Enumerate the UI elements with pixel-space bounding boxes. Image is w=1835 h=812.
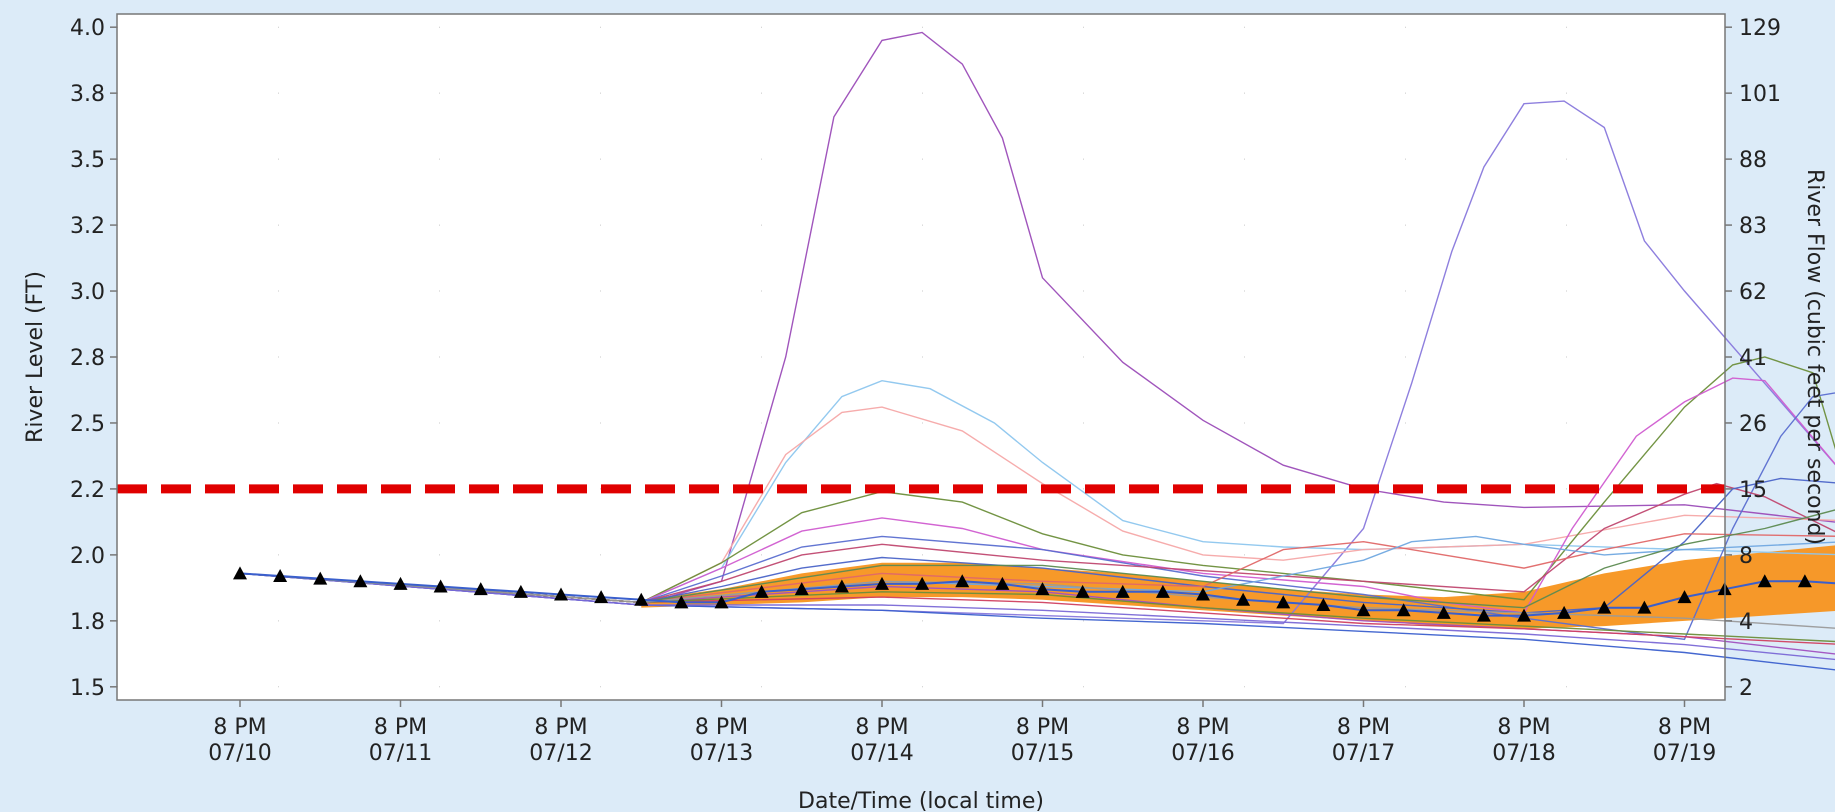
median-marker (473, 582, 488, 596)
median-marker (1316, 598, 1331, 612)
median-marker (353, 574, 368, 588)
median-marker (1797, 574, 1812, 588)
x-tick-label-date: 07/14 (850, 741, 913, 766)
x-tick-label-time: 8 PM (534, 715, 587, 740)
ensemble-line-6 (239, 377, 1835, 614)
y2-tick-label: 62 (1739, 280, 1767, 305)
median-marker (915, 576, 930, 590)
median-marker (1517, 608, 1531, 622)
y2-tick-label: 4 (1739, 610, 1753, 635)
ensemble-line-5 (239, 356, 1835, 604)
x-tick-label-date: 07/10 (208, 741, 271, 766)
y-axis-title: River Level (FT) (23, 271, 48, 443)
median-marker (513, 584, 528, 598)
y2-tick-label: 15 (1739, 478, 1767, 503)
median-marker (634, 592, 649, 606)
y-tick-label: 1.5 (70, 676, 105, 701)
median-marker (1677, 590, 1692, 604)
y-tick-label: 4.0 (70, 16, 105, 41)
median-marker (313, 571, 328, 585)
x-tick-label-time: 8 PM (1658, 715, 1711, 740)
right-axis: 2 4 8 15 26 41 62 83 88 101 129 (1725, 16, 1781, 701)
y2-tick-label: 8 (1739, 544, 1753, 569)
x-tick-label-time: 8 PM (213, 715, 266, 740)
median-marker (754, 584, 769, 598)
median-marker (875, 576, 889, 590)
median-marker (1396, 603, 1411, 617)
y-tick-label: 3.0 (70, 280, 105, 305)
x-tick-label-date: 07/19 (1653, 741, 1716, 766)
ensemble-line-7 (239, 392, 1835, 641)
x-tick-label-date: 07/13 (690, 741, 753, 766)
x-tick-label-date: 07/11 (369, 741, 432, 766)
likely-range-band-layer (641, 545, 1835, 629)
median-marker (1155, 584, 1170, 598)
median-marker (1476, 608, 1491, 622)
median-marker (433, 579, 448, 593)
median-marker (1637, 600, 1652, 614)
median-marker (794, 582, 809, 596)
median-marker (1115, 584, 1130, 598)
median-marker (674, 595, 689, 609)
x-tick-label-time: 8 PM (1337, 715, 1390, 740)
y2-tick-label: 83 (1739, 214, 1767, 239)
median-marker (554, 587, 568, 601)
median-marker (1075, 584, 1090, 598)
median-marker (1276, 595, 1291, 609)
median-marker (714, 595, 729, 609)
median-marker (1356, 603, 1371, 617)
median-marker (1757, 574, 1772, 588)
y2-tick-label: 41 (1739, 346, 1767, 371)
y-tick-label: 1.8 (70, 610, 105, 635)
median-marker (594, 590, 609, 604)
y-tick-label: 3.5 (70, 148, 105, 173)
y-tick-label: 2.8 (70, 346, 105, 371)
ensemble-line-2 (239, 100, 1835, 625)
y2-axis-title: River Flow (cubic feet per second) (1802, 169, 1827, 545)
x-tick-label-time: 8 PM (374, 715, 427, 740)
ensemble-lines-layer (239, 31, 1835, 671)
left-axis: 1.5 1.8 2.0 2.2 2.5 2.8 3.0 3.2 3.5 3.8 4.0 (70, 16, 117, 701)
x-tick-label-date: 07/17 (1332, 741, 1395, 766)
likely-range-band (641, 545, 1835, 629)
median-marker (233, 566, 247, 580)
ensemble-line-4 (239, 406, 1835, 604)
median-marker (273, 568, 288, 582)
ensemble-line-10 (239, 533, 1835, 604)
x-tick-label-time: 8 PM (1497, 715, 1550, 740)
x-tick-label-time: 8 PM (695, 715, 748, 740)
x-tick-label-date: 07/16 (1171, 741, 1234, 766)
x-tick-label-time: 8 PM (855, 715, 908, 740)
y-tick-label: 2.2 (70, 478, 105, 503)
y2-tick-label: 101 (1739, 82, 1781, 107)
x-tick-label-date: 07/18 (1492, 741, 1555, 766)
ensemble-line-1 (239, 31, 1835, 606)
y-tick-label: 2.5 (70, 412, 105, 437)
x-tick-label-time: 8 PM (1016, 715, 1069, 740)
y2-tick-label: 26 (1739, 412, 1767, 437)
x-tick-label-time: 8 PM (1176, 715, 1229, 740)
median-marker (834, 579, 849, 593)
y2-tick-label: 129 (1739, 16, 1781, 41)
x-tick-label-date: 07/12 (529, 741, 592, 766)
x-tick-label-date: 07/15 (1011, 741, 1074, 766)
x-axis-title: Date/Time (local time) (798, 789, 1044, 812)
median-marker (1236, 592, 1251, 606)
median-marker (393, 576, 408, 590)
median-marker (1436, 605, 1451, 619)
median-marker (955, 574, 970, 588)
median-marker (1597, 600, 1612, 614)
ensemble-line-12 (239, 509, 1835, 609)
y-tick-label: 3.8 (70, 82, 105, 107)
y2-tick-label: 2 (1739, 676, 1753, 701)
median-marker (1035, 582, 1050, 596)
y2-tick-label: 88 (1739, 148, 1767, 173)
median-marker (995, 576, 1010, 590)
y-tick-label: 3.2 (70, 214, 105, 239)
y-tick-label: 2.0 (70, 544, 105, 569)
median-marker (1196, 587, 1210, 601)
median-marker (1557, 605, 1572, 619)
